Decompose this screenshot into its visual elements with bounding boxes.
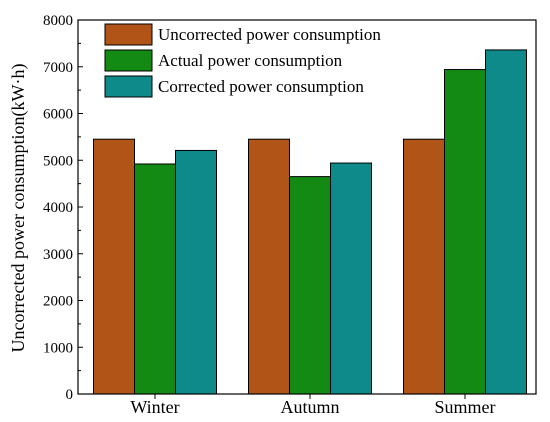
- bar-winter-series-2: [134, 163, 176, 395]
- y-tick-label-5000: 5000: [43, 153, 73, 169]
- bar-summer-series-1: [403, 138, 445, 395]
- legend-swatch-1: [104, 23, 153, 46]
- y-tick-label-3000: 3000: [43, 247, 73, 263]
- bar-autumn-series-1: [248, 138, 290, 395]
- legend: Uncorrected power consumption Actual powe…: [104, 23, 381, 98]
- x-tick-label-autumn: Autumn: [280, 397, 339, 417]
- y-tick-label-4000: 4000: [43, 200, 73, 216]
- bar-autumn-series-3: [330, 162, 372, 395]
- legend-label-1: Uncorrected power consumption: [158, 25, 381, 44]
- y-tick-label-0: 0: [66, 387, 74, 403]
- legend-label-2: Actual power consumption: [158, 51, 343, 70]
- bars-layer: [93, 49, 527, 395]
- y-tick-label-6000: 6000: [43, 107, 73, 123]
- x-tick-label-winter: Winter: [130, 397, 179, 417]
- axes-layer: Winter Autumn Summer 0 1000 2000 3000 4000 5000 6…: [43, 13, 537, 417]
- y-axis-title: Uncorrected power consumption(kW·h): [8, 64, 29, 353]
- legend-label-3: Corrected power consumption: [158, 77, 364, 96]
- bar-summer-series-3: [485, 49, 527, 395]
- x-tick-label-summer: Summer: [435, 397, 496, 417]
- y-tick-label-8000: 8000: [43, 13, 73, 29]
- bar-winter-series-1: [93, 138, 135, 395]
- y-tick-label-7000: 7000: [43, 60, 73, 76]
- bar-winter-series-3: [175, 149, 217, 395]
- bar-summer-series-2: [444, 69, 486, 395]
- bar-autumn-series-2: [289, 176, 331, 395]
- legend-swatch-2: [104, 49, 153, 72]
- y-tick-label-2000: 2000: [43, 294, 73, 310]
- legend-swatch-3: [104, 75, 153, 98]
- y-tick-label-1000: 1000: [43, 340, 73, 356]
